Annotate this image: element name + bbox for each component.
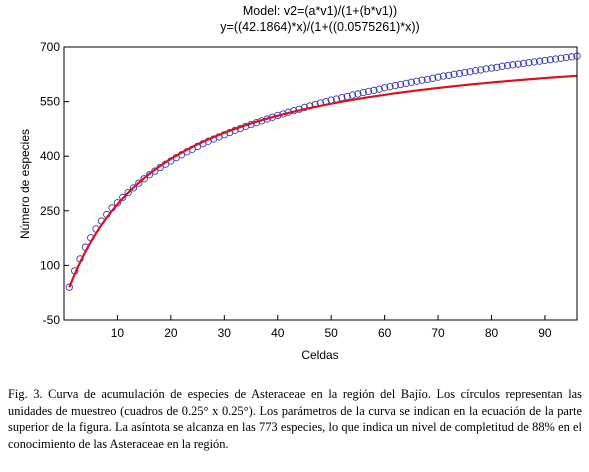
data-point — [391, 81, 399, 90]
data-point — [423, 75, 432, 84]
data-point — [535, 57, 544, 65]
data-point — [562, 53, 570, 62]
data-point — [466, 68, 474, 76]
data-point — [140, 175, 148, 183]
data-point — [124, 188, 132, 197]
data-point — [429, 74, 437, 82]
data-point — [434, 73, 442, 81]
data-point — [413, 77, 421, 85]
data-point — [348, 91, 357, 99]
data-point — [477, 66, 485, 74]
x-tick-label: 30 — [218, 326, 232, 340]
x-tick-label: 20 — [164, 326, 178, 340]
x-tick-label: 40 — [271, 326, 285, 340]
data-point — [482, 65, 490, 73]
data-point — [402, 79, 410, 88]
data-point — [503, 61, 512, 70]
data-point — [541, 56, 549, 65]
x-tick-label: 80 — [485, 326, 499, 340]
data-point — [129, 184, 138, 192]
data-point — [418, 76, 426, 84]
y-tick-label: -50 — [43, 313, 61, 327]
data-point — [145, 171, 154, 179]
sample-points — [65, 52, 581, 291]
y-tick-label: 250 — [40, 204, 60, 218]
x-tick-label: 70 — [431, 326, 445, 340]
x-tick-label: 60 — [378, 326, 392, 340]
axis-ticks: 10 20 30 40 50 60 70 80 90 -50 100 250 400 550 700 — [40, 40, 552, 340]
data-point — [487, 64, 496, 72]
data-point — [519, 59, 528, 68]
accumulation-chart: 10 20 30 40 50 60 70 80 90 -50 100 250 400 550 700 Cel… — [18, 40, 581, 362]
data-point — [359, 88, 367, 97]
x-axis-label: Celdas — [301, 348, 338, 362]
y-tick-label: 700 — [40, 40, 60, 54]
data-point — [471, 67, 480, 75]
y-axis-label: Número de especies — [18, 129, 32, 239]
data-point — [461, 68, 469, 77]
data-point — [450, 70, 458, 78]
data-point — [568, 53, 576, 61]
data-point — [119, 193, 127, 201]
data-point — [354, 90, 362, 98]
data-point — [397, 80, 405, 89]
data-point — [375, 85, 383, 93]
data-point — [364, 87, 373, 96]
figure-caption: Fig. 3. Curva de acumulación de especies… — [8, 387, 582, 451]
data-point — [135, 179, 143, 187]
fit-curve — [68, 74, 578, 288]
data-point — [386, 83, 394, 91]
chart-subtitle: y=((42.1864)*x)/(1+((0.0575261)*x)) — [220, 20, 420, 34]
data-point — [445, 71, 453, 80]
y-tick-label: 550 — [40, 95, 60, 109]
data-point — [455, 69, 464, 78]
data-point — [380, 84, 389, 92]
data-point — [439, 72, 448, 80]
y-tick-label: 100 — [40, 258, 60, 272]
y-tick-label: 400 — [40, 149, 60, 163]
chart-title: Model: v2=(a*v1)/(1+(b*v1)) — [242, 4, 398, 18]
data-point — [530, 58, 538, 66]
data-point — [498, 62, 506, 70]
plot-frame — [63, 46, 578, 321]
x-tick-label: 90 — [538, 326, 552, 340]
x-tick-label: 10 — [111, 326, 125, 340]
data-point — [546, 56, 554, 64]
data-point — [525, 59, 533, 67]
data-point — [370, 86, 378, 94]
data-point — [509, 61, 517, 69]
data-point — [407, 78, 415, 86]
data-point — [557, 54, 565, 62]
data-point — [65, 283, 73, 291]
data-point — [493, 63, 501, 72]
x-tick-label: 50 — [325, 326, 339, 340]
data-point — [551, 55, 560, 63]
data-point — [514, 60, 522, 68]
